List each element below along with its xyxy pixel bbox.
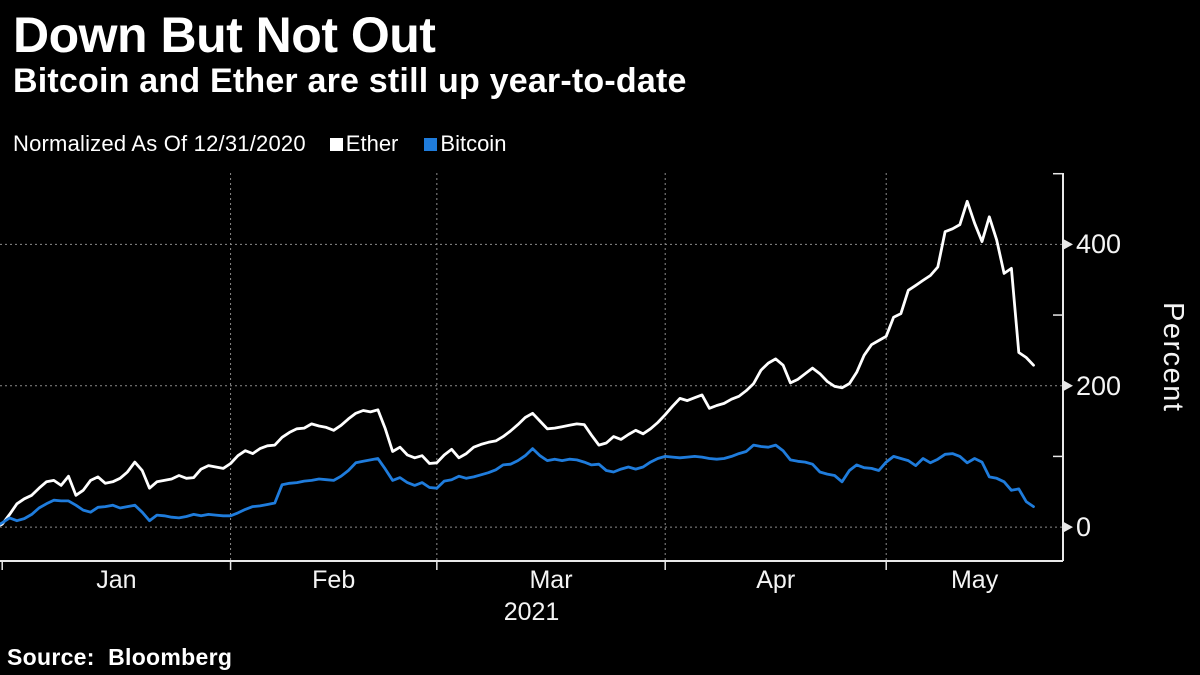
y-tick-arrow-icon xyxy=(1063,238,1073,250)
x-axis-month-label-jan: Jan xyxy=(96,566,137,594)
y-axis-title: Percent xyxy=(1157,302,1189,413)
legend-item-ether: Ether xyxy=(329,131,399,157)
legend-label-bitcoin: Bitcoin xyxy=(440,131,507,156)
axes xyxy=(0,172,1073,570)
y-tick-arrow-icon xyxy=(1063,380,1073,392)
series-lines xyxy=(0,199,1035,527)
bitcoin-line xyxy=(0,443,1035,526)
legend-note: Normalized As Of 12/31/2020 xyxy=(13,131,306,156)
x-axis-month-label-feb: Feb xyxy=(312,566,356,594)
legend-label-ether: Ether xyxy=(345,131,399,156)
source-attribution: Source: Bloomberg xyxy=(7,644,233,670)
y-axis-tick-label: 0 xyxy=(1076,512,1092,543)
ether-swatch-icon xyxy=(329,137,343,151)
gridlines xyxy=(0,173,1063,561)
x-axis-month-label-may: May xyxy=(950,566,999,594)
legend-item-bitcoin: Bitcoin xyxy=(424,131,506,157)
x-axis-month-label-mar: Mar xyxy=(529,566,573,594)
page-title: Down But Not Out xyxy=(13,7,436,63)
y-axis-tick-label: 200 xyxy=(1076,370,1122,401)
legend: Normalized As Of 12/31/2020 Ether Bitcoi… xyxy=(13,131,532,157)
x-axis-year-label: 2021 xyxy=(503,598,560,626)
x-axis-month-label-apr: Apr xyxy=(756,566,796,594)
y-axis-tick-label: 400 xyxy=(1076,229,1122,260)
y-tick-arrow-icon xyxy=(1063,521,1073,533)
chart-subtitle: Bitcoin and Ether are still up year-to-d… xyxy=(13,62,687,100)
ether-line xyxy=(0,199,1035,527)
bitcoin-swatch-icon xyxy=(424,137,438,151)
